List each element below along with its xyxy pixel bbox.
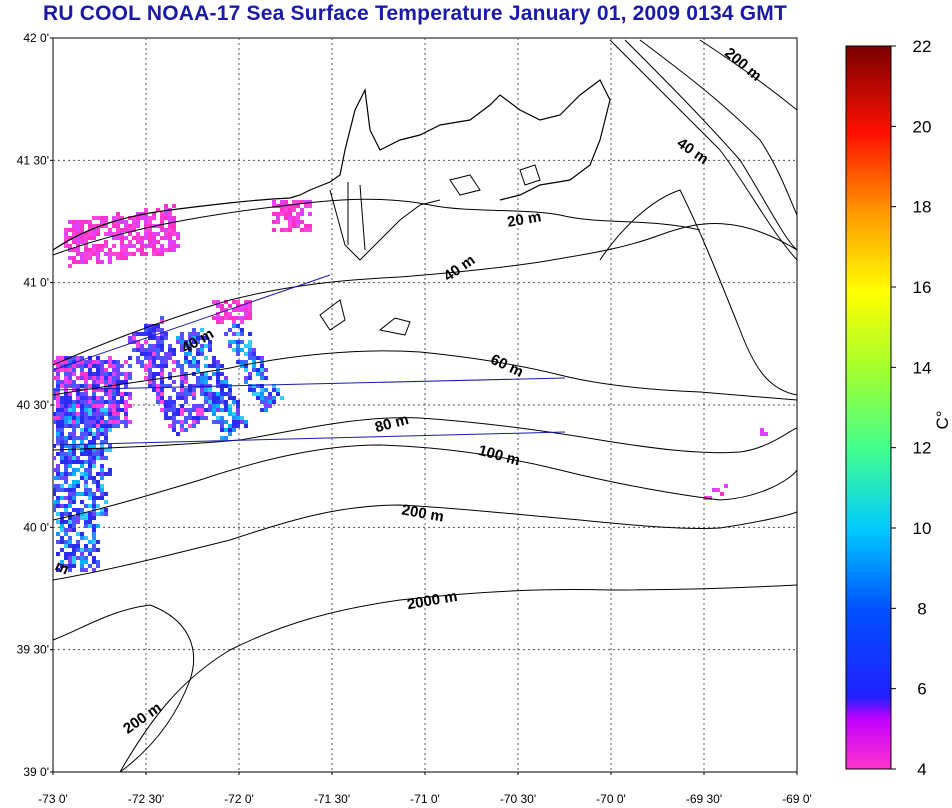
lon-tick-label: -70 0' xyxy=(596,792,626,806)
colorbar-tick-label: 4 xyxy=(917,760,926,779)
colorbar-unit: C° xyxy=(933,410,952,429)
lon-tick-label: -71 0' xyxy=(410,792,440,806)
contour-2000m xyxy=(119,584,797,772)
lat-tick-label: 39 30' xyxy=(17,643,49,657)
lat-tick-label: 42 0' xyxy=(23,31,49,45)
contour-label: 200 m xyxy=(721,44,765,84)
latitude-labels: 42 0' 41 30' 41 0' 40 30' 40 0' 39 30' 39 0' xyxy=(17,31,53,779)
contour-label: 60 m xyxy=(488,351,526,381)
contour-20m xyxy=(53,198,701,256)
lon-tick-label: -72 0' xyxy=(224,792,254,806)
lat-tick-label: 41 0' xyxy=(23,276,49,290)
contour-label: 80 m xyxy=(373,411,410,436)
contour-40m xyxy=(53,223,797,366)
colorbar-tick-label: 14 xyxy=(913,358,932,377)
longitude-labels: -73 0' -72 30' -72 0' -71 30' -71 0' -70 30' -… xyxy=(38,772,812,806)
colorbar-ticks: 22 20 18 16 14 12 10 8 6 4 xyxy=(891,37,931,779)
contour-label: 100 m xyxy=(476,442,521,469)
sst-pixels xyxy=(53,200,768,572)
contour-label: 200 m xyxy=(400,502,445,526)
lon-tick-label: -72 30' xyxy=(128,792,164,806)
contour-80m xyxy=(53,417,797,454)
contour-60m xyxy=(53,350,797,401)
map-title: RU COOL NOAA-17 Sea Surface Temperature … xyxy=(42,2,788,25)
track-lines xyxy=(53,274,566,446)
colorbar-tick-label: 12 xyxy=(913,439,932,458)
contour-200m xyxy=(53,504,797,581)
lat-tick-label: 41 30' xyxy=(17,153,49,167)
lon-tick-label: -69 30' xyxy=(686,792,722,806)
coastline xyxy=(53,79,611,251)
colorbar-tick-label: 8 xyxy=(917,599,926,618)
bathymetry-contours xyxy=(53,39,797,772)
contour-label: 40 m xyxy=(674,135,712,169)
contour-200m-south xyxy=(53,604,195,772)
colorbar-tick-label: 20 xyxy=(913,117,932,136)
contour-label: 2000 m xyxy=(406,588,459,614)
lat-tick-label: 40 30' xyxy=(17,398,49,412)
colorbar xyxy=(845,45,892,770)
colorbar-tick-label: 18 xyxy=(913,198,932,217)
lon-tick-label: -69 0' xyxy=(782,792,812,806)
lon-tick-label: -70 30' xyxy=(500,792,536,806)
contour-100m xyxy=(53,444,797,521)
lat-tick-label: 40 0' xyxy=(23,520,49,534)
contour-label: 20 m xyxy=(506,208,543,231)
lon-tick-label: -71 30' xyxy=(314,792,350,806)
colorbar-tick-label: 22 xyxy=(913,37,932,56)
contour-label: 40 m xyxy=(441,252,479,286)
lat-tick-label: 39 0' xyxy=(23,765,49,779)
colorbar-tick-label: 16 xyxy=(913,278,932,297)
contour-label: m xyxy=(52,557,71,578)
colorbar-tick-label: 10 xyxy=(913,519,932,538)
lon-tick-label: -73 0' xyxy=(38,792,68,806)
contour-label: 200 m xyxy=(120,699,165,737)
colorbar-tick-label: 6 xyxy=(917,680,926,699)
